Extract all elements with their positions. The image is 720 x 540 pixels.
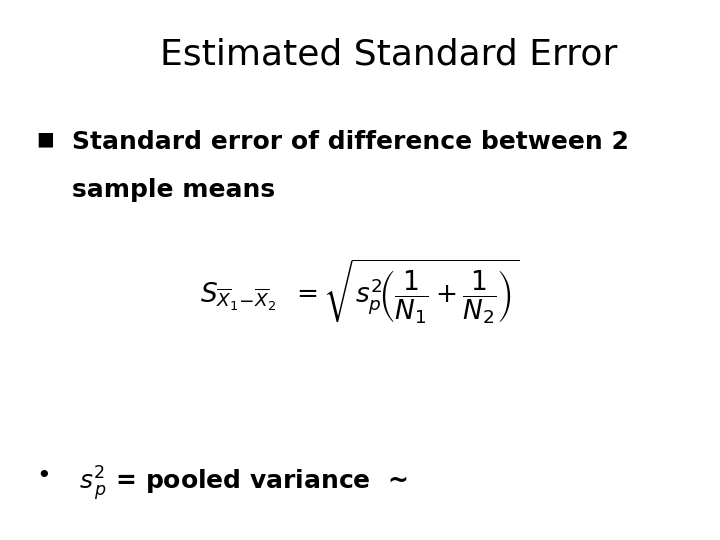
Text: $S_{\overline{X}_1\!-\!\overline{X}_2}\;\; = \sqrt{s^2_p\!\left(\dfrac{1}{N_1}+\: $S_{\overline{X}_1\!-\!\overline{X}_2}\;… [200,257,520,326]
Text: Estimated Standard Error: Estimated Standard Error [160,38,618,72]
Text: sample means: sample means [72,178,275,202]
Text: ■: ■ [36,130,54,148]
Text: Standard error of difference between 2: Standard error of difference between 2 [72,130,629,153]
Text: $s^2_{\,p}$ = pooled variance  ~: $s^2_{\,p}$ = pooled variance ~ [79,464,408,503]
Text: •: • [36,464,50,488]
